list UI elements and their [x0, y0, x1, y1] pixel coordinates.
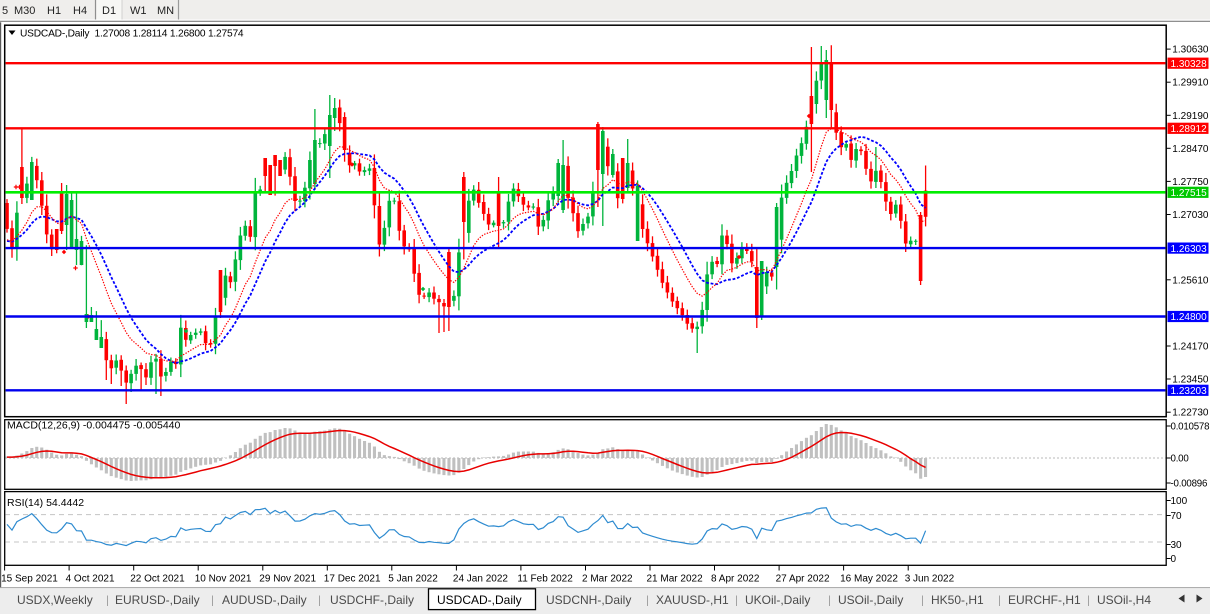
svg-text:RSI(14) 54.4442: RSI(14) 54.4442	[7, 497, 84, 509]
svg-text:4 Oct 2021: 4 Oct 2021	[66, 574, 115, 585]
svg-text:5 Jan 2022: 5 Jan 2022	[388, 574, 438, 585]
svg-text:15 Sep 2021: 15 Sep 2021	[1, 574, 58, 585]
svg-text:1.29190: 1.29190	[1172, 111, 1209, 122]
svg-text:1.27030: 1.27030	[1172, 210, 1209, 221]
svg-text:1.23203: 1.23203	[1171, 386, 1208, 397]
svg-text:11 Feb 2022: 11 Feb 2022	[517, 574, 573, 585]
svg-text:|: |	[106, 595, 109, 607]
svg-text:17 Dec 2021: 17 Dec 2021	[324, 574, 381, 585]
svg-text:1.22730: 1.22730	[1172, 408, 1209, 419]
svg-text:10 Nov 2021: 10 Nov 2021	[195, 574, 252, 585]
svg-text:D1: D1	[102, 5, 116, 17]
svg-text:MN: MN	[157, 5, 174, 17]
svg-text:0.010578: 0.010578	[1171, 422, 1210, 433]
svg-text:8 Apr 2022: 8 Apr 2022	[711, 574, 760, 585]
svg-text:5: 5	[2, 5, 8, 17]
svg-text:70: 70	[1171, 511, 1183, 522]
svg-text:1.25610: 1.25610	[1172, 275, 1209, 286]
svg-text:-0.00896: -0.00896	[1171, 479, 1208, 490]
svg-text:USDCHF-,Daily: USDCHF-,Daily	[330, 593, 414, 607]
svg-text:USOil-,Daily: USOil-,Daily	[838, 593, 903, 607]
svg-text:|: |	[318, 595, 321, 607]
svg-text:24 Jan 2022: 24 Jan 2022	[453, 574, 508, 585]
svg-text:1.26303: 1.26303	[1171, 244, 1208, 255]
svg-text:|: |	[735, 595, 738, 607]
svg-text:USDCAD-,Daily: USDCAD-,Daily	[437, 593, 522, 607]
svg-text:W1: W1	[130, 5, 147, 17]
svg-text:|: |	[998, 595, 1001, 607]
svg-text:|: |	[1087, 595, 1090, 607]
svg-text:|: |	[921, 595, 924, 607]
svg-text:MACD(12,26,9) -0.004475 -0.005: MACD(12,26,9) -0.004475 -0.005440	[7, 420, 181, 432]
svg-text:1.30328: 1.30328	[1171, 59, 1208, 70]
svg-text:1.30630: 1.30630	[1172, 45, 1209, 56]
svg-text:1.27515: 1.27515	[1171, 188, 1208, 199]
svg-text:H4: H4	[73, 5, 87, 17]
svg-text:1.27750: 1.27750	[1172, 177, 1209, 188]
svg-text:3 Jun 2022: 3 Jun 2022	[905, 574, 955, 585]
svg-text:UKOil-,Daily: UKOil-,Daily	[745, 593, 810, 607]
svg-text:H1: H1	[47, 5, 61, 17]
svg-text:22 Oct 2021: 22 Oct 2021	[130, 574, 185, 585]
svg-text:0: 0	[1171, 554, 1177, 565]
svg-text:USDX,Weekly: USDX,Weekly	[17, 593, 93, 607]
svg-text:1.28912: 1.28912	[1171, 124, 1208, 135]
svg-text:29 Nov 2021: 29 Nov 2021	[259, 574, 316, 585]
svg-text:1.29910: 1.29910	[1172, 78, 1209, 89]
svg-text:M30: M30	[14, 5, 35, 17]
svg-text:1.23450: 1.23450	[1172, 375, 1209, 386]
svg-text:EURUSD-,Daily: EURUSD-,Daily	[115, 593, 200, 607]
svg-text:EURCHF-,H1: EURCHF-,H1	[1008, 593, 1081, 607]
svg-text:1.28470: 1.28470	[1172, 144, 1209, 155]
svg-text:16 May 2022: 16 May 2022	[840, 574, 898, 585]
svg-text:21 Mar 2022: 21 Mar 2022	[647, 574, 704, 585]
svg-text:30: 30	[1171, 540, 1183, 551]
svg-text:100: 100	[1171, 496, 1188, 507]
svg-text:27 Apr 2022: 27 Apr 2022	[776, 574, 830, 585]
svg-text:|: |	[828, 595, 831, 607]
svg-text:USOil-,H4: USOil-,H4	[1097, 593, 1151, 607]
svg-text:1.24800: 1.24800	[1171, 312, 1208, 323]
svg-text:1.24170: 1.24170	[1172, 342, 1209, 353]
svg-text:|: |	[646, 595, 649, 607]
svg-text:2 Mar 2022: 2 Mar 2022	[582, 574, 633, 585]
svg-text:USDCNH-,Daily: USDCNH-,Daily	[546, 593, 631, 607]
svg-text:HK50-,H1: HK50-,H1	[931, 593, 984, 607]
svg-text:USDCAD-,Daily 1.27008 1.28114: USDCAD-,Daily 1.27008 1.28114 1.26800 1.…	[20, 29, 244, 40]
svg-text:AUDUSD-,Daily: AUDUSD-,Daily	[222, 593, 307, 607]
svg-text:|: |	[211, 595, 214, 607]
svg-text:XAUUSD-,H1: XAUUSD-,H1	[656, 593, 729, 607]
svg-text:0.00: 0.00	[1171, 454, 1190, 465]
